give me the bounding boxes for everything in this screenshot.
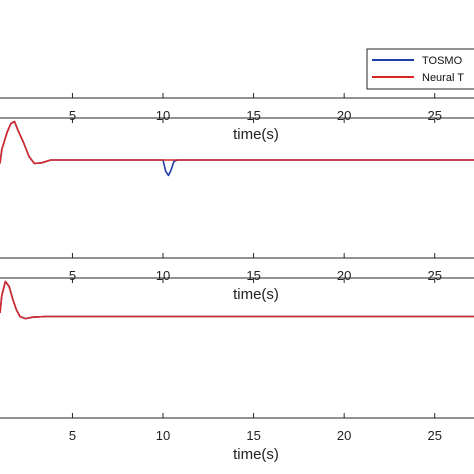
legend-label-tosmo: TOSMO <box>422 55 463 67</box>
x-tick-label: 10 <box>156 428 170 443</box>
series-line-neural-t <box>0 120 474 165</box>
x-tick-label: 5 <box>69 428 76 443</box>
x-tick-label: 25 <box>427 428 441 443</box>
x-tick-label: 5 <box>69 268 76 283</box>
x-tick-label: 25 <box>427 268 441 283</box>
x-tick-label: 10 <box>156 108 170 123</box>
x-axis-title: time(s) <box>233 126 279 143</box>
x-axis-title: time(s) <box>233 446 279 463</box>
subplot-2: 5 10 15 20 25 time(s) <box>0 117 474 303</box>
x-tick-label: 15 <box>246 268 260 283</box>
subplot-1: 5 10 15 20 25 time(s) <box>0 93 474 143</box>
legend-label-neural: Neural T <box>422 72 464 84</box>
x-tick-label: 10 <box>156 268 170 283</box>
x-tick-label: 5 <box>69 108 76 123</box>
series-line-neural-t <box>0 280 474 320</box>
subplot-3: 5 10 15 20 25 time(s) <box>0 277 474 463</box>
legend-box <box>366 48 474 90</box>
x-tick-label: 15 <box>246 428 260 443</box>
x-tick-label: 15 <box>246 108 260 123</box>
x-tick-label: 25 <box>427 108 441 123</box>
x-tick-label: 20 <box>337 428 351 443</box>
legend: TOSMO Neural T <box>366 48 474 90</box>
subplot-panels: 5 10 15 20 25 time(s) 5 10 15 20 25 time(s) 5 10 15 20 2… <box>0 93 474 463</box>
x-axis-title: time(s) <box>233 286 279 303</box>
x-tick-label: 20 <box>337 268 351 283</box>
x-tick-label: 20 <box>337 108 351 123</box>
